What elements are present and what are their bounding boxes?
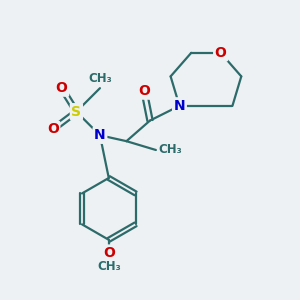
- Text: CH₃: CH₃: [88, 72, 112, 85]
- Text: CH₃: CH₃: [159, 143, 183, 157]
- Text: O: O: [138, 84, 150, 98]
- Text: O: O: [47, 122, 59, 136]
- Text: CH₃: CH₃: [97, 260, 121, 273]
- Text: O: O: [103, 246, 115, 260]
- Text: O: O: [215, 46, 226, 60]
- Text: N: N: [94, 128, 106, 142]
- Text: N: N: [174, 99, 185, 113]
- Text: S: S: [71, 105, 81, 119]
- Text: O: O: [56, 81, 68, 95]
